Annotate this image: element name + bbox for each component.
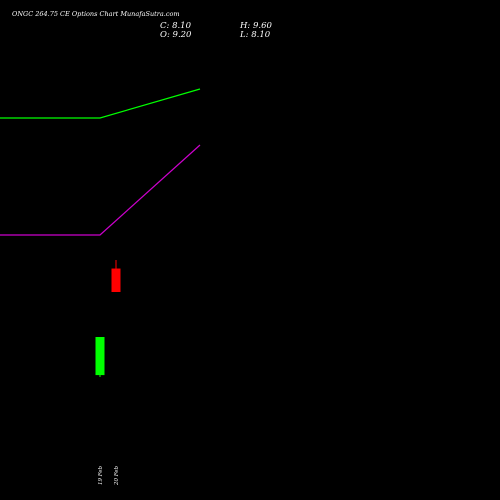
close-value: C: 8.10 [160,21,191,31]
candle-body-2 [111,268,121,292]
overlay-line-2 [0,144,201,236]
high-value: H: 9.60 [240,21,272,31]
overlay-line-1 [0,88,201,119]
candle-body-1 [95,337,105,376]
open-value: O: 9.20 [160,30,192,40]
chart-title: ONGC 264.75 CE Options Chart MunafaSutra… [12,10,180,18]
low-value: L: 8.10 [240,30,271,40]
date-label-1: 19 Feb [98,465,104,485]
date-label-2: 20 Feb [114,465,120,486]
